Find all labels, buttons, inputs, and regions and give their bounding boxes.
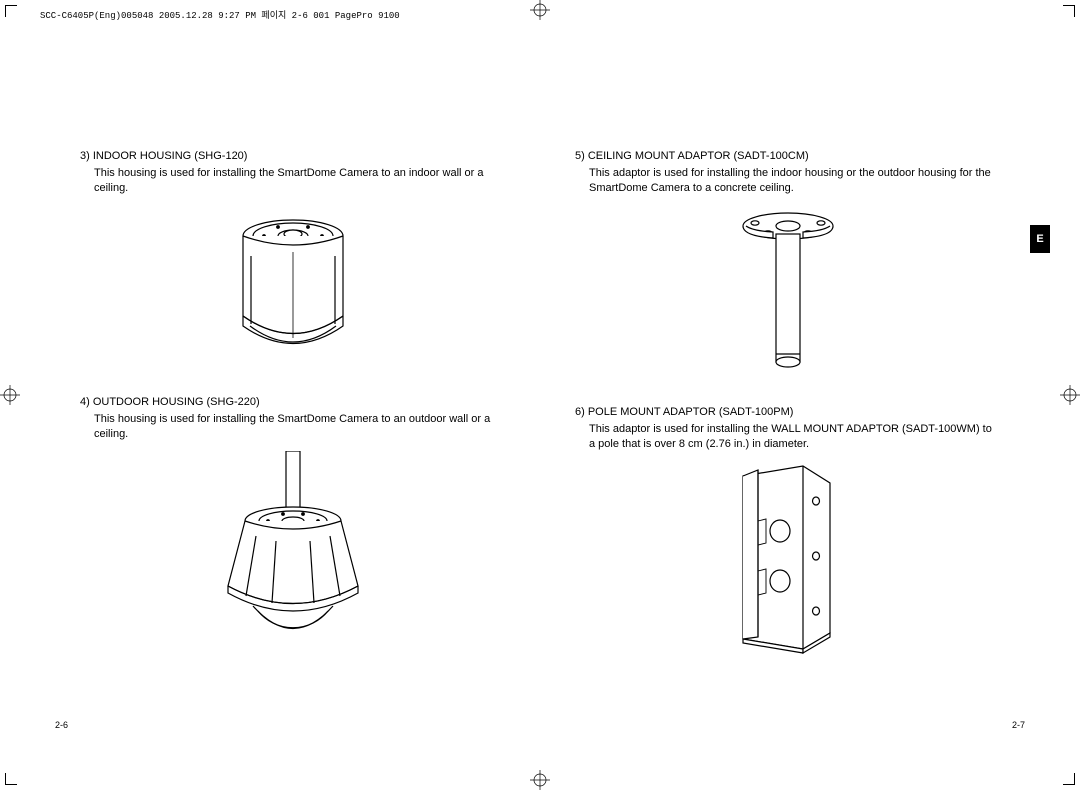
crop-mark-tl <box>5 5 17 17</box>
item-6: 6) POLE MOUNT ADAPTOR (SADT-100PM) This … <box>575 406 1000 452</box>
prepress-header: SCC-C6405P(Eng)005048 2005.12.28 9:27 PM… <box>40 8 400 21</box>
crop-mark-tr <box>1063 5 1075 17</box>
figure-outdoor-housing <box>80 451 505 666</box>
item-6-title: 6) POLE MOUNT ADAPTOR (SADT-100PM) <box>575 406 1000 418</box>
item-3-desc: This housing is used for installing the … <box>94 166 505 196</box>
item-3-title: 3) INDOOR HOUSING (SHG-120) <box>80 150 505 162</box>
crop-mark-br <box>1063 773 1075 785</box>
figure-pole-mount <box>575 461 1000 666</box>
item-3: 3) INDOOR HOUSING (SHG-120) This housing… <box>80 150 505 196</box>
item-4-title: 4) OUTDOOR HOUSING (SHG-220) <box>80 396 505 408</box>
figure-indoor-housing <box>80 206 505 376</box>
crop-mark-bl <box>5 773 17 785</box>
registration-mark-bottom <box>530 770 550 790</box>
item-4: 4) OUTDOOR HOUSING (SHG-220) This housin… <box>80 396 505 442</box>
page-number-left: 2-6 <box>55 720 68 730</box>
item-6-desc: This adaptor is used for installing the … <box>589 422 1000 452</box>
registration-mark-left <box>0 385 20 405</box>
section-tab: E <box>1030 225 1050 253</box>
registration-mark-top <box>530 0 550 20</box>
item-4-desc: This housing is used for installing the … <box>94 412 505 442</box>
registration-mark-right <box>1060 385 1080 405</box>
figure-ceiling-mount <box>575 206 1000 386</box>
item-5: 5) CEILING MOUNT ADAPTOR (SADT-100CM) Th… <box>575 150 1000 196</box>
right-column: 5) CEILING MOUNT ADAPTOR (SADT-100CM) Th… <box>545 150 1000 720</box>
page-number-right: 2-7 <box>1012 720 1025 730</box>
item-5-desc: This adaptor is used for installing the … <box>589 166 1000 196</box>
left-column: 3) INDOOR HOUSING (SHG-120) This housing… <box>80 150 545 720</box>
page-content: 3) INDOOR HOUSING (SHG-120) This housing… <box>80 150 1000 720</box>
item-5-title: 5) CEILING MOUNT ADAPTOR (SADT-100CM) <box>575 150 1000 162</box>
